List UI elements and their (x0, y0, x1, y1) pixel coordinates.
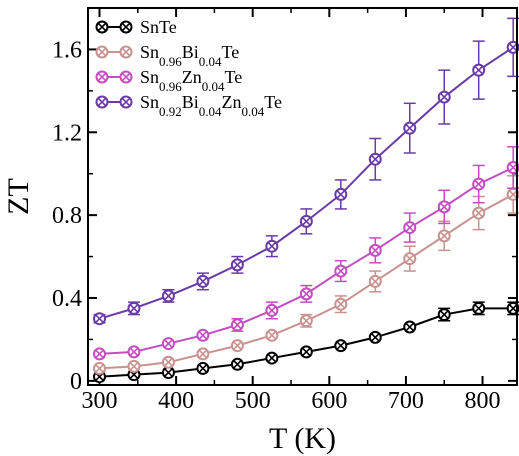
data-point (472, 63, 486, 77)
axis-ticks (88, 8, 517, 385)
x-tick-label: 400 (158, 388, 194, 414)
data-point (265, 239, 279, 253)
data-point (403, 121, 417, 135)
legend-marker (119, 45, 133, 59)
data-point (127, 301, 141, 315)
x-tick-label: 600 (311, 388, 347, 414)
legend-entry: Sn0.96Bi0.04Te (95, 42, 239, 69)
data-point (368, 152, 382, 166)
y-tick-label: 1.2 (52, 120, 82, 146)
data-point (92, 312, 106, 326)
x-axis-title: T (K) (269, 422, 336, 455)
legend-marker (119, 95, 133, 109)
y-tick-label: 0.4 (52, 286, 82, 312)
data-point (299, 314, 313, 328)
x-tick-label: 300 (81, 388, 117, 414)
data-point (437, 229, 451, 243)
legend-marker (119, 70, 133, 84)
data-point (230, 357, 244, 371)
data-point (368, 243, 382, 257)
data-point (472, 177, 486, 191)
data-point (127, 345, 141, 359)
data-point (403, 320, 417, 334)
plot-frame (87, 7, 518, 386)
legend-marker (95, 70, 109, 84)
y-axis-title: ZT (2, 178, 35, 215)
data-point (196, 347, 210, 361)
data-point (161, 289, 175, 303)
data-point (265, 328, 279, 342)
data-point (334, 187, 348, 201)
legend-marker (95, 95, 109, 109)
series-2 (92, 146, 519, 361)
legend-label: Sn0.96Zn0.04Te (140, 67, 242, 94)
tick-labels: 300 400 500 600 700 800 0 0.4 0.8 1.2 1.6 (52, 37, 501, 414)
x-tick-label: 500 (235, 388, 271, 414)
y-tick-label: 0 (70, 369, 82, 395)
data-point (127, 359, 141, 373)
series-layer (92, 17, 519, 384)
legend: SnTe Sn0.96Bi0.04TeSn0.96Zn0.04TeSn0.92Bi… (95, 17, 282, 119)
data-point (472, 206, 486, 220)
data-point (437, 90, 451, 104)
data-point (196, 274, 210, 288)
y-tick-label: 0.8 (52, 203, 82, 229)
legend-entry: Sn0.92Bi0.04Zn0.04Te (95, 92, 282, 119)
legend-marker (95, 45, 109, 59)
data-point (368, 330, 382, 344)
data-point (472, 301, 486, 315)
data-point (161, 366, 175, 380)
data-point (403, 221, 417, 235)
data-point (265, 351, 279, 365)
data-point (368, 274, 382, 288)
legend-entry: SnTe (95, 17, 177, 37)
data-point (437, 200, 451, 214)
data-point (299, 287, 313, 301)
data-point (230, 339, 244, 353)
data-point (299, 214, 313, 228)
legend-marker (95, 20, 109, 34)
legend-marker (119, 20, 133, 34)
data-point (265, 303, 279, 317)
x-tick-label: 800 (465, 388, 501, 414)
data-point (403, 252, 417, 266)
series-3 (92, 17, 519, 326)
data-point (299, 345, 313, 359)
legend-entry: Sn0.96Zn0.04Te (95, 67, 242, 94)
legend-label: Sn0.92Bi0.04Zn0.04Te (140, 92, 282, 119)
data-point (506, 40, 519, 54)
data-point (196, 361, 210, 375)
data-point (230, 318, 244, 332)
data-point (437, 308, 451, 322)
data-point (92, 347, 106, 361)
data-point (161, 337, 175, 351)
data-point (161, 355, 175, 369)
data-point (334, 339, 348, 353)
data-point (196, 328, 210, 342)
data-point (92, 361, 106, 375)
series-1 (92, 175, 519, 375)
legend-label: SnTe (140, 17, 177, 37)
x-tick-label: 700 (388, 388, 424, 414)
data-point (230, 258, 244, 272)
legend-label: Sn0.96Bi0.04Te (140, 42, 239, 69)
data-point (334, 264, 348, 278)
data-point (334, 297, 348, 311)
y-tick-label: 1.6 (52, 37, 82, 63)
